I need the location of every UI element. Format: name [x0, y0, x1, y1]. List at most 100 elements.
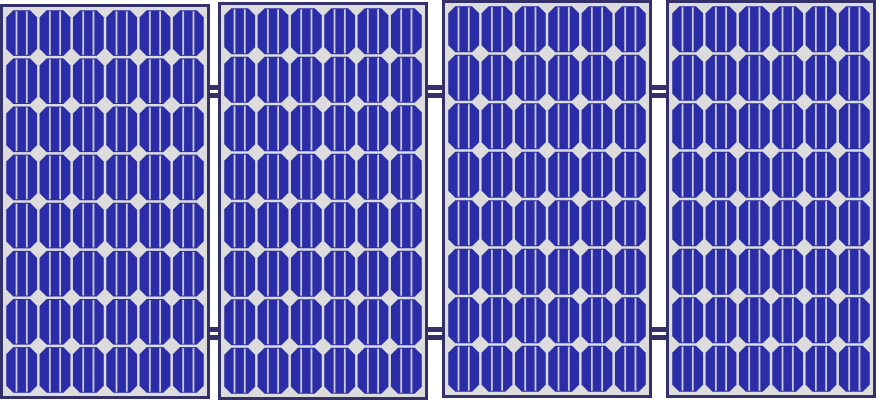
solar-cell [6, 10, 38, 56]
cell-busbar [159, 203, 162, 248]
cell-busbar [343, 251, 346, 296]
solar-cell [6, 58, 38, 104]
solar-cell [672, 54, 704, 101]
cell-busbar [410, 154, 413, 199]
solar-cell [39, 10, 71, 56]
solar-cell [390, 347, 422, 394]
cell-body [548, 151, 580, 198]
cell-busbar [25, 203, 28, 248]
cell-body [6, 347, 38, 393]
cell-body [514, 103, 546, 150]
cell-busbar [343, 154, 346, 199]
cell-busbar [277, 348, 280, 393]
cell-busbar [243, 348, 246, 393]
cell-body [672, 297, 704, 344]
cell-busbar [233, 9, 236, 54]
cell-busbar [400, 251, 403, 296]
solar-cell [614, 297, 646, 344]
solar-cell [139, 202, 171, 249]
cell-body [705, 6, 737, 53]
solar-cell [324, 250, 356, 297]
cell-busbar [490, 249, 493, 294]
cell-busbar [781, 104, 784, 149]
solar-cell [72, 250, 104, 297]
solar-cell [72, 10, 104, 56]
cell-busbar [457, 152, 460, 197]
cell-body [514, 200, 546, 247]
cell-busbar [858, 104, 861, 149]
solar-cell [772, 345, 804, 392]
cell-busbar [182, 300, 185, 344]
cell-busbar [467, 152, 470, 197]
solar-cell [481, 345, 513, 392]
cell-busbar [82, 348, 85, 392]
cell-body [72, 58, 104, 104]
cell-busbar [634, 201, 637, 246]
cell-busbar [748, 346, 751, 391]
solar-cell [172, 299, 204, 345]
cell-busbar [825, 249, 828, 294]
cell-busbar [691, 104, 694, 149]
cell-busbar [310, 300, 313, 345]
solar-cell [6, 154, 38, 201]
cell-busbar [192, 300, 195, 344]
solar-cell [805, 248, 837, 295]
cell-body [290, 250, 322, 297]
cell-body [548, 248, 580, 295]
cell-busbar [115, 348, 118, 392]
cell-busbar [634, 104, 637, 149]
solar-cell [614, 6, 646, 53]
cell-busbar [691, 249, 694, 294]
cell-busbar [524, 298, 527, 343]
cell-busbar [333, 348, 336, 393]
cell-busbar [366, 300, 369, 345]
solar-cell [548, 345, 580, 392]
cell-busbar [814, 298, 817, 343]
solar-cell [581, 345, 613, 392]
cell-busbar [567, 152, 570, 197]
cell-busbar [748, 7, 751, 52]
cell-body [290, 8, 322, 55]
connector-bar [426, 85, 444, 90]
cell-body [448, 297, 480, 344]
cell-busbar [601, 346, 604, 391]
cell-body [672, 103, 704, 150]
cell-body [838, 6, 870, 53]
cell-busbar [310, 9, 313, 54]
cell-busbar [400, 300, 403, 345]
cell-body [290, 347, 322, 394]
cell-busbar [848, 55, 851, 100]
cell-busbar [377, 9, 380, 54]
cell-busbar [490, 104, 493, 149]
solar-cell [39, 58, 71, 104]
cell-busbar [15, 107, 18, 152]
cell-busbar [501, 7, 504, 52]
cell-busbar [400, 106, 403, 151]
cell-busbar [691, 346, 694, 391]
solar-cell [481, 151, 513, 198]
cell-busbar [601, 298, 604, 343]
cell-busbar [858, 298, 861, 343]
cell-busbar [182, 348, 185, 392]
panel-connector [650, 85, 668, 98]
cell-busbar [791, 249, 794, 294]
cell-busbar [400, 154, 403, 199]
cell-body [548, 54, 580, 101]
cell-busbar [467, 7, 470, 52]
cell-busbar [92, 11, 95, 55]
cell-busbar [148, 203, 151, 248]
cell-busbar [243, 9, 246, 54]
cell-body [514, 248, 546, 295]
cell-busbar [343, 203, 346, 248]
cell-body [324, 56, 356, 103]
cell-busbar [182, 107, 185, 152]
cell-busbar [300, 300, 303, 345]
cell-body [514, 345, 546, 392]
solar-cell [481, 103, 513, 150]
cell-busbar [501, 55, 504, 100]
cell-busbar [377, 57, 380, 102]
cell-body [224, 299, 256, 346]
solar-cell [224, 8, 256, 55]
cell-busbar [590, 152, 593, 197]
cell-body [548, 297, 580, 344]
